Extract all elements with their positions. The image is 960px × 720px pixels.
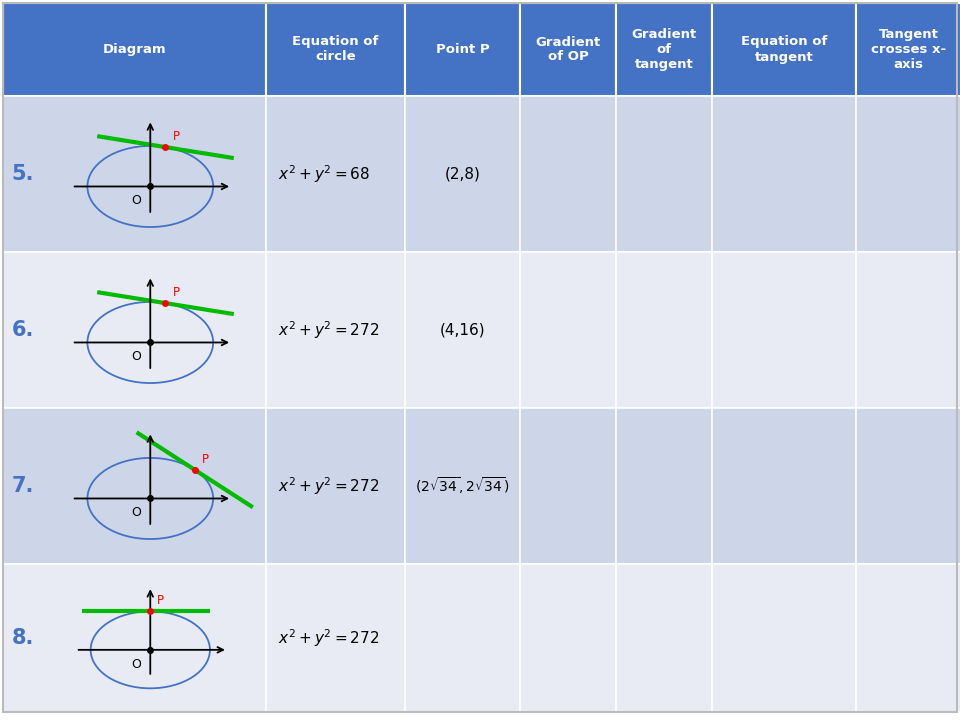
Bar (405, 408, 520, 564)
Bar (616, 96, 712, 252)
Bar (266, 564, 405, 712)
Bar (520, 96, 616, 252)
Text: 5.: 5. (12, 164, 35, 184)
Text: O: O (132, 506, 141, 520)
Text: O: O (132, 194, 141, 207)
Bar (616, 564, 712, 712)
Bar (520, 564, 616, 712)
Bar (712, 408, 856, 564)
Text: $x^2 + y^2 = 272$: $x^2 + y^2 = 272$ (278, 627, 379, 649)
Bar (856, 564, 960, 712)
Bar (616, 3, 712, 96)
Bar (266, 408, 405, 564)
Text: P: P (173, 130, 180, 143)
Bar (520, 3, 616, 96)
Bar (520, 252, 616, 408)
Text: 6.: 6. (12, 320, 35, 340)
Text: $x^2 + y^2 = 68$: $x^2 + y^2 = 68$ (278, 163, 371, 185)
Text: Tangent
crosses x-
axis: Tangent crosses x- axis (871, 28, 946, 71)
Bar (3, 564, 266, 712)
Text: (4,16): (4,16) (440, 323, 486, 338)
Text: P: P (202, 453, 208, 466)
Bar (616, 408, 712, 564)
Text: $x^2 + y^2 = 272$: $x^2 + y^2 = 272$ (278, 319, 379, 341)
Text: $(2\sqrt{34},2\sqrt{34})$: $(2\sqrt{34},2\sqrt{34})$ (416, 476, 510, 496)
Bar (712, 96, 856, 252)
Bar (712, 252, 856, 408)
Text: 8.: 8. (12, 628, 35, 648)
Text: O: O (132, 351, 141, 364)
Text: P: P (173, 286, 180, 299)
Text: Equation of
tangent: Equation of tangent (741, 35, 828, 63)
Text: P: P (157, 595, 164, 608)
Bar (266, 3, 405, 96)
Bar (856, 96, 960, 252)
Text: Diagram: Diagram (103, 43, 166, 56)
Bar (266, 96, 405, 252)
Text: 7.: 7. (12, 476, 35, 496)
Text: Point P: Point P (436, 43, 490, 56)
Text: $x^2 + y^2 = 272$: $x^2 + y^2 = 272$ (278, 475, 379, 497)
Bar (266, 252, 405, 408)
Bar (3, 3, 266, 96)
Bar (712, 3, 856, 96)
Bar (405, 96, 520, 252)
Text: Gradient
of OP: Gradient of OP (536, 35, 601, 63)
Text: Equation of
circle: Equation of circle (292, 35, 378, 63)
Text: (2,8): (2,8) (444, 166, 480, 181)
Bar (405, 3, 520, 96)
Bar (856, 252, 960, 408)
Bar (3, 408, 266, 564)
Bar (405, 564, 520, 712)
Bar (856, 3, 960, 96)
Bar (616, 252, 712, 408)
Bar (3, 252, 266, 408)
Bar (856, 408, 960, 564)
Bar (3, 96, 266, 252)
Text: O: O (132, 658, 141, 671)
Bar (405, 252, 520, 408)
Bar (712, 564, 856, 712)
Text: Gradient
of
tangent: Gradient of tangent (632, 28, 697, 71)
Bar (520, 408, 616, 564)
